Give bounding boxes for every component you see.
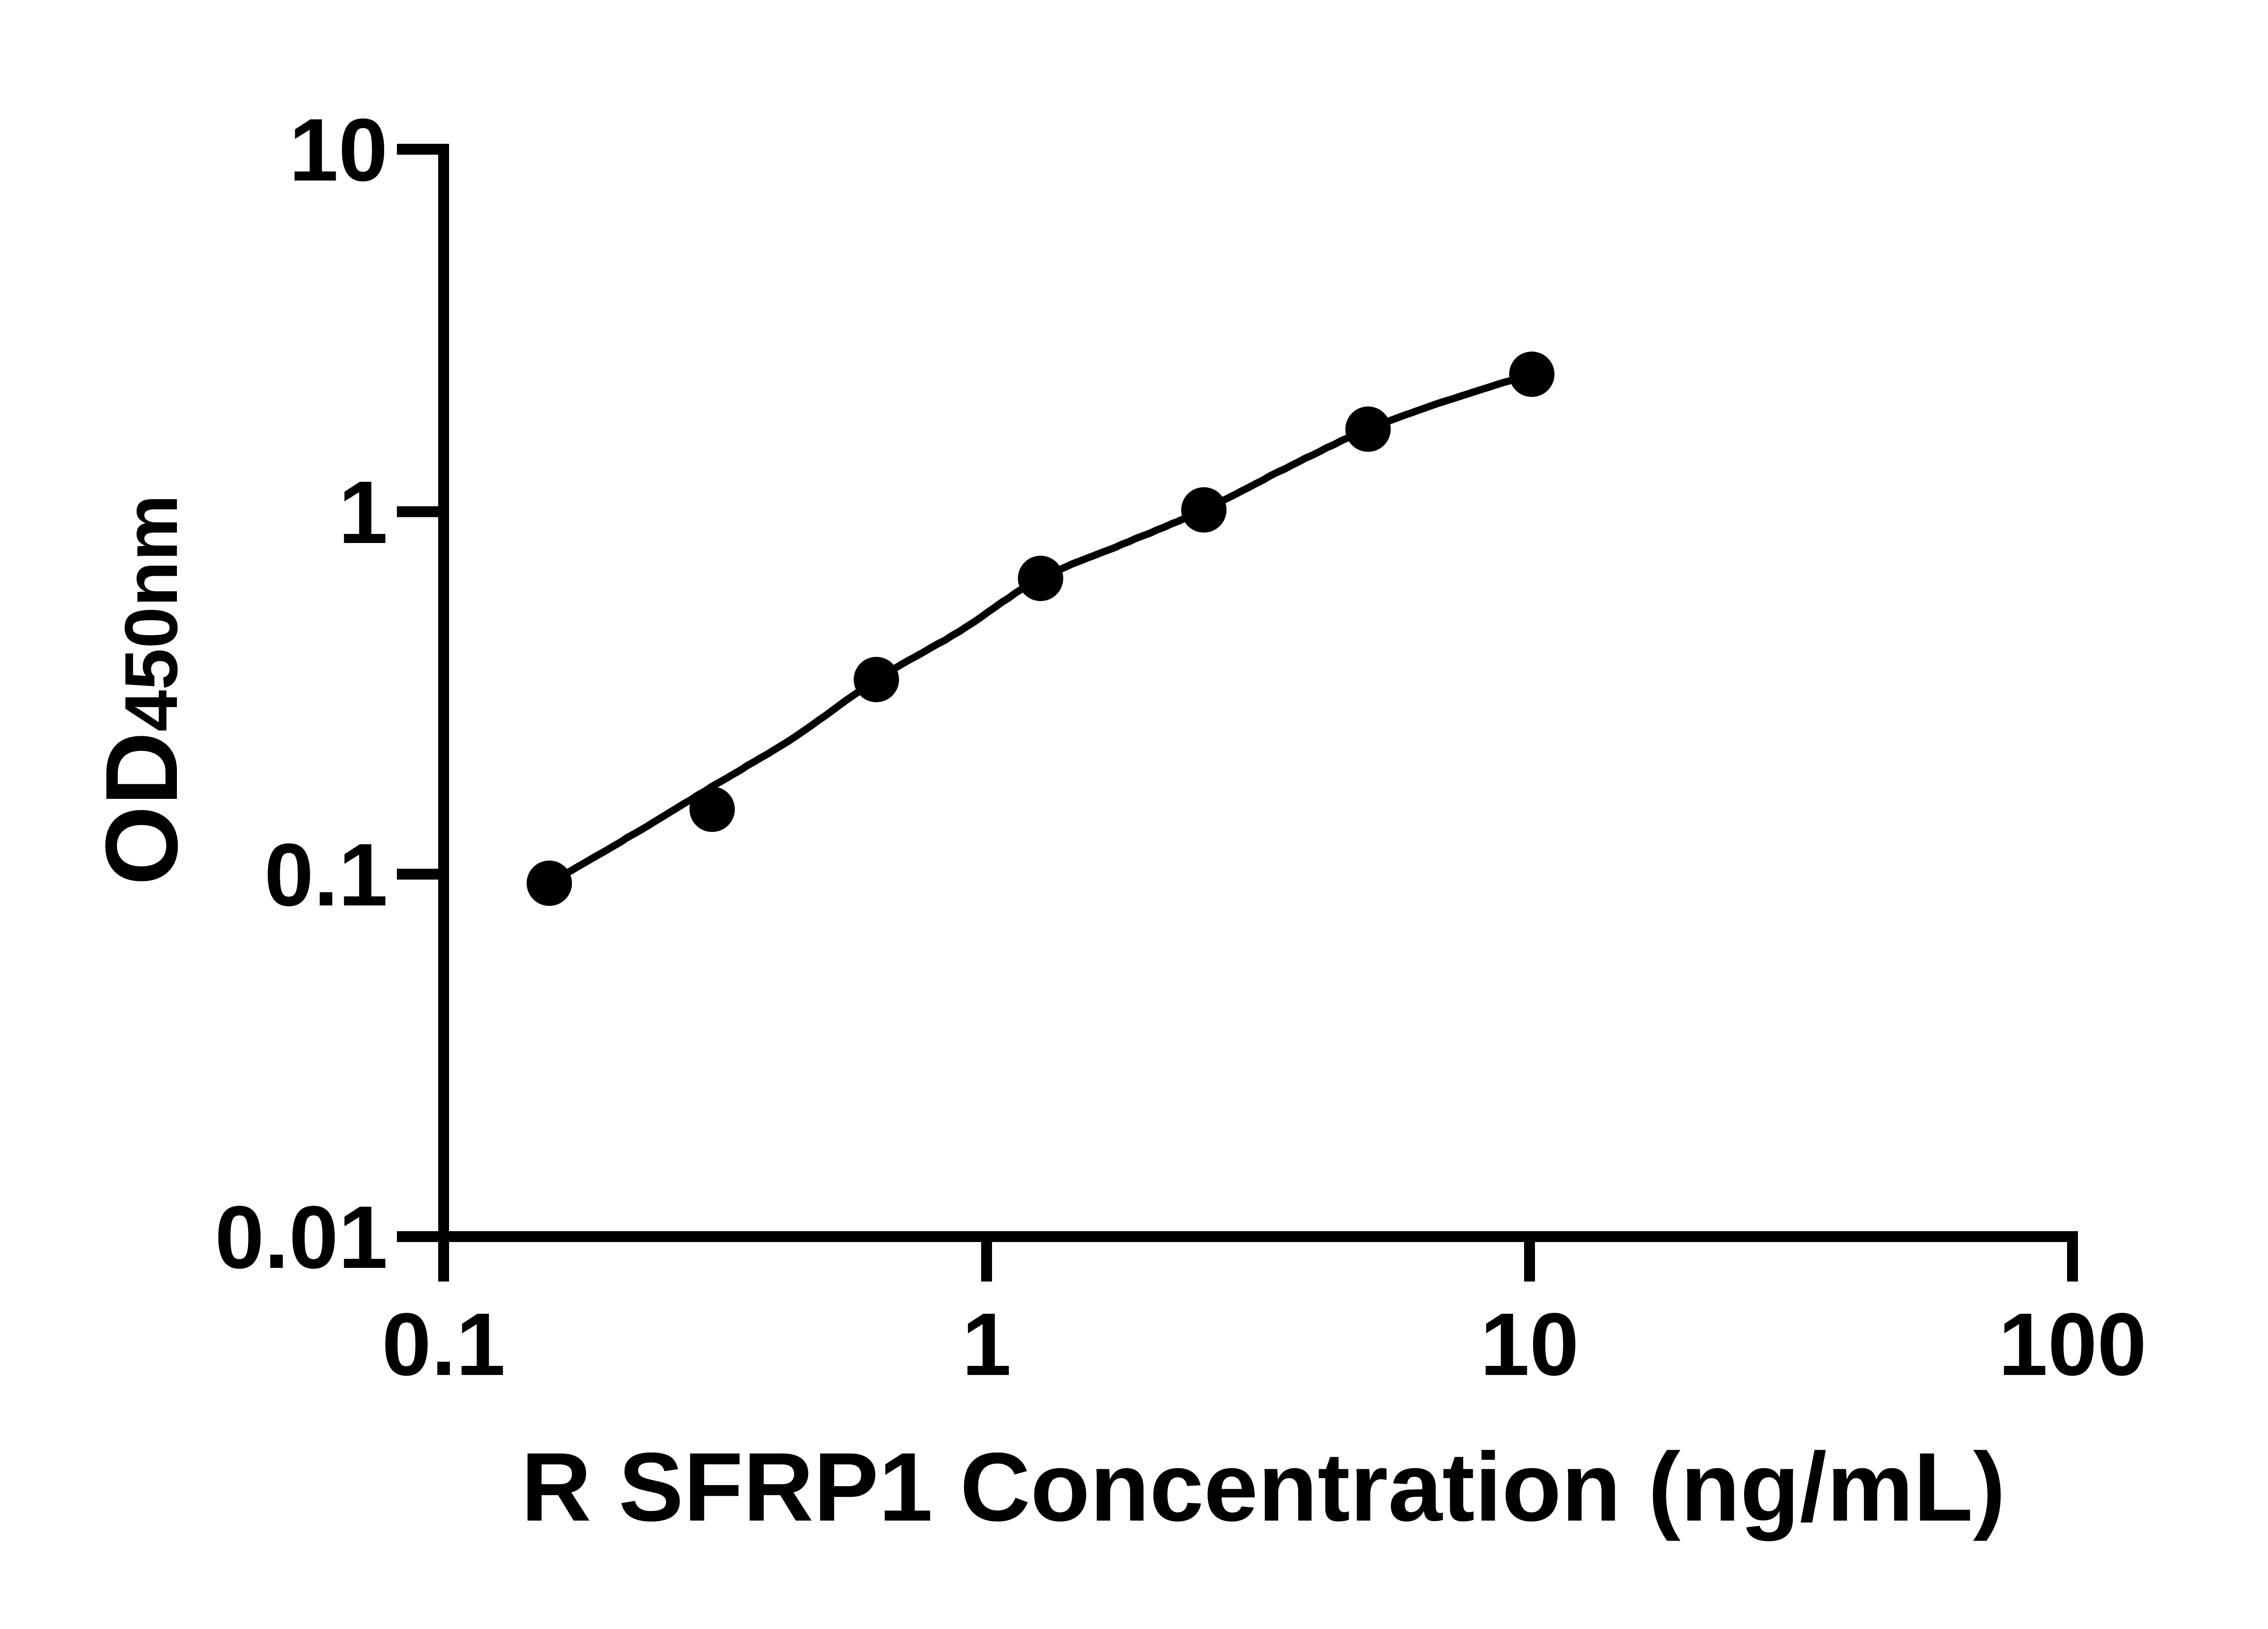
svg-text:0.1: 0.1 [382,1295,505,1394]
svg-text:1: 1 [338,463,388,562]
svg-text:10: 10 [1480,1295,1579,1394]
svg-text:100: 100 [1998,1295,2146,1394]
svg-text:0.1: 0.1 [264,825,388,925]
svg-text:1: 1 [962,1295,1011,1394]
svg-text:10: 10 [289,100,388,200]
svg-text:R SFRP1 Concentration (ng/mL): R SFRP1 Concentration (ng/mL) [521,1432,2006,1541]
svg-text:0.01: 0.01 [215,1188,388,1287]
